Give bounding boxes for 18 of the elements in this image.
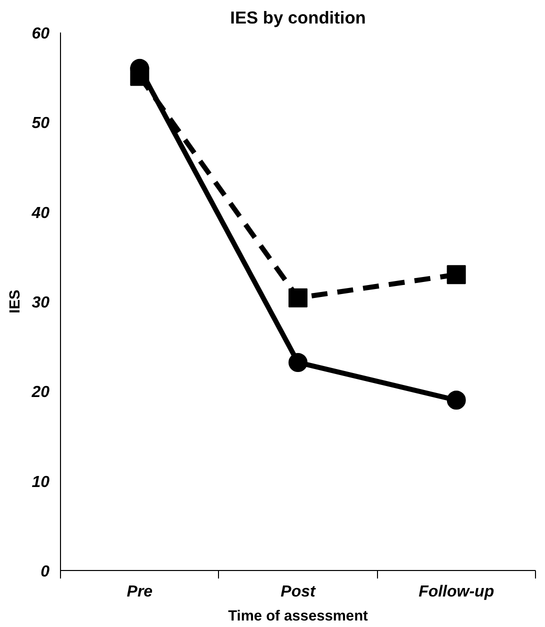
point [288, 288, 308, 308]
point [446, 390, 466, 410]
y-tick-label: 60 [32, 26, 50, 42]
chart-title: IES by condition [230, 8, 366, 28]
x-tick-label: Pre [126, 584, 153, 600]
x-tick-label: Post [280, 584, 316, 600]
point [288, 352, 308, 372]
y-tick-label: 50 [32, 115, 50, 132]
y-axis-title: IES [8, 289, 24, 314]
point [446, 265, 466, 284]
point [130, 66, 150, 86]
y-tick-label: 0 [40, 564, 50, 580]
y-tick-label: 20 [30, 384, 50, 402]
y-tick-label: 10 [32, 474, 50, 491]
x-axis-title: Time of assessment [228, 608, 368, 624]
y-tick-label: 30 [32, 294, 50, 312]
x-tick-label: Follow-up [418, 584, 494, 600]
y-tick-label: 40 [30, 204, 50, 222]
